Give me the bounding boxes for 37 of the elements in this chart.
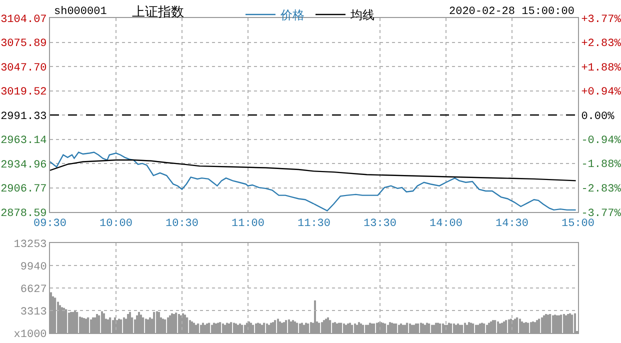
x-tick-label: 11:00 <box>231 218 265 230</box>
y-tick-label: 3019.52 <box>0 86 47 99</box>
text: +0.94% <box>581 86 621 99</box>
x-tick-label: 09:30 <box>33 218 67 230</box>
x-tick-label: 10:30 <box>165 218 199 230</box>
text: -2.83% <box>581 184 621 196</box>
y-tick-label: 2963.14 <box>0 135 48 148</box>
text: +2.83% <box>581 38 621 50</box>
x-tick-label: 14:00 <box>429 218 463 230</box>
y-tick-label: 9940 <box>20 261 47 274</box>
y-tick-label: 2991.33 <box>0 110 47 123</box>
x-tick-label: 10:00 <box>99 218 133 230</box>
y-tick-label: 3075.89 <box>0 38 47 50</box>
y-tick-label: 3104.07 <box>0 14 47 26</box>
legend-label: 价格 <box>280 8 304 22</box>
text: +1.88% <box>581 62 621 74</box>
text: -3.77% <box>581 208 621 220</box>
y-tick-label: 2906.77 <box>0 184 47 196</box>
y-tick-label: 13253 <box>14 238 47 251</box>
y-tick-label: 2878.59 <box>0 208 47 220</box>
annotation: sh000001 <box>54 6 108 18</box>
y-tick-label: 2934.96 <box>0 159 47 172</box>
y-tick-label: 6627 <box>20 284 47 296</box>
chart-title: 上证指数 <box>132 5 184 20</box>
text: 0.00% <box>581 110 614 123</box>
annotation: 2020-02-28 15:00:00 <box>449 6 574 18</box>
y-tick-label: 3313 <box>20 306 47 318</box>
y-tick-label: 3047.70 <box>0 62 47 74</box>
x-tick-label: 11:30 <box>297 218 331 230</box>
x-tick-label: 15:00 <box>561 218 595 230</box>
y-tick-label: x1000 <box>14 328 47 341</box>
text: +3.77% <box>581 14 621 26</box>
text: -1.88% <box>581 159 621 172</box>
legend-label: 均线 <box>350 8 374 22</box>
x-tick-label: 13:30 <box>363 218 397 230</box>
x-tick-label: 14:30 <box>495 218 529 230</box>
text: -0.94% <box>581 135 621 148</box>
